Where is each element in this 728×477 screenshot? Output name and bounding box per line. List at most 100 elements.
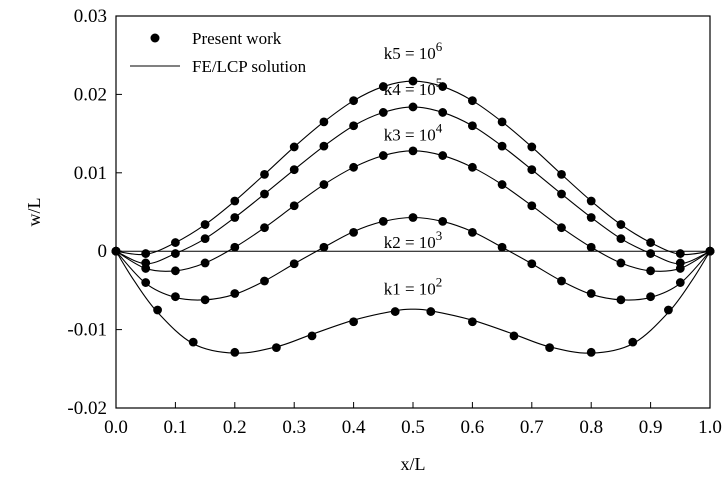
point-k3 [616,258,626,268]
point-k5 [349,96,358,106]
point-k3 [230,242,240,252]
point-k1 [390,307,400,316]
legend-marker-present-work [150,33,160,43]
point-k2 [616,295,626,305]
point-k1 [545,343,555,353]
point-k5 [289,142,299,152]
point-k1 [426,307,436,316]
point-k4 [586,213,596,222]
x-tick-label: 0.4 [342,417,366,438]
point-k4 [171,249,180,258]
point-k5 [408,76,418,86]
point-k3 [378,151,388,160]
y-tick-label: 0.02 [74,84,107,105]
x-tick-label: 0.5 [401,417,425,438]
point-k4 [616,234,626,244]
point-k4 [289,165,299,175]
curve-label-k5: k5 = 106 [384,39,443,63]
point-k3 [675,264,685,273]
point-k1 [188,337,198,347]
point-k3 [468,162,477,172]
point-k4 [200,234,210,244]
point-k5 [260,169,269,179]
axis-ticks: 0.0 0.1 0.2 0.3 0.4 0.5 0.6 0.7 0.8 0.9 1.0 -0.02 -0… [67,6,721,438]
point-k2 [586,289,596,298]
x-axis-title: x/L [401,454,426,474]
point-k4 [438,108,448,117]
curve-label-base: k3 = 10 [384,126,436,145]
point-k4 [260,189,269,199]
y-tick-label: 0 [98,241,108,262]
point-k5 [616,220,626,229]
point-k5 [675,249,685,258]
point-k1 [111,246,121,256]
curve-label-k1: k1 = 102 [384,274,443,298]
x-tick-label: 0.3 [282,417,306,438]
point-k1 [664,305,673,315]
point-k1 [153,305,162,315]
point-k4 [468,121,477,131]
point-k2 [378,217,388,226]
point-k4 [557,189,566,199]
curve-label-exponent: 6 [436,39,443,54]
point-k4 [349,121,358,131]
point-k3 [497,180,507,189]
point-k3 [171,266,180,276]
point-k5 [468,96,477,106]
curve-labels: k5 = 106 k4 = 105 k3 = 104 k2 = 103 k1 = 102 [384,39,443,298]
point-k3 [527,201,537,211]
point-k4 [646,249,655,258]
point-k1 [230,347,240,357]
point-k5 [378,82,388,91]
curve-label-exponent: 5 [436,75,443,90]
point-k2 [527,259,537,269]
point-k5 [171,238,180,247]
curve-label-k2: k2 = 103 [384,228,443,252]
point-k4 [378,108,388,117]
point-k5 [141,249,151,258]
point-k1 [349,317,358,327]
point-k4 [319,141,329,151]
point-k2 [557,276,566,286]
curve-label-exponent: 4 [436,121,443,136]
point-k2 [646,292,655,302]
legend-label-present-work: Present work [192,29,282,48]
y-tick-label: 0.01 [74,163,107,184]
point-k2 [171,292,180,302]
point-k5 [646,238,655,247]
point-k4 [230,213,240,222]
point-k2 [675,278,685,287]
curve-label-exponent: 2 [436,274,443,289]
curve-label-base: k5 = 10 [384,44,436,63]
point-k2 [141,278,151,287]
x-tick-label: 0.0 [104,417,128,438]
point-k1 [586,347,596,357]
point-k3 [141,264,151,273]
present-work-points [111,76,715,357]
point-k5 [319,117,329,127]
point-k3 [200,258,210,268]
legend-label-fe-lcp: FE/LCP solution [192,57,307,76]
legend: Present work FE/LCP solution [130,29,307,76]
point-k3 [586,242,596,252]
y-tick-label: -0.01 [67,320,107,341]
point-k3 [349,162,358,172]
point-k2 [497,242,507,252]
point-k1 [468,317,477,327]
point-k5 [557,169,566,179]
x-tick-label: 0.6 [461,417,485,438]
point-k2 [408,213,418,222]
point-k2 [319,242,329,252]
point-k4 [527,165,537,175]
point-k4 [408,102,418,112]
x-tick-label: 0.8 [579,417,603,438]
x-tick-label: 0.1 [164,417,188,438]
point-k3 [260,223,269,233]
point-k1 [705,246,715,256]
x-tick-label: 1.0 [698,417,722,438]
point-k2 [349,227,358,237]
point-k3 [646,266,655,276]
y-tick-label: -0.02 [67,398,107,419]
